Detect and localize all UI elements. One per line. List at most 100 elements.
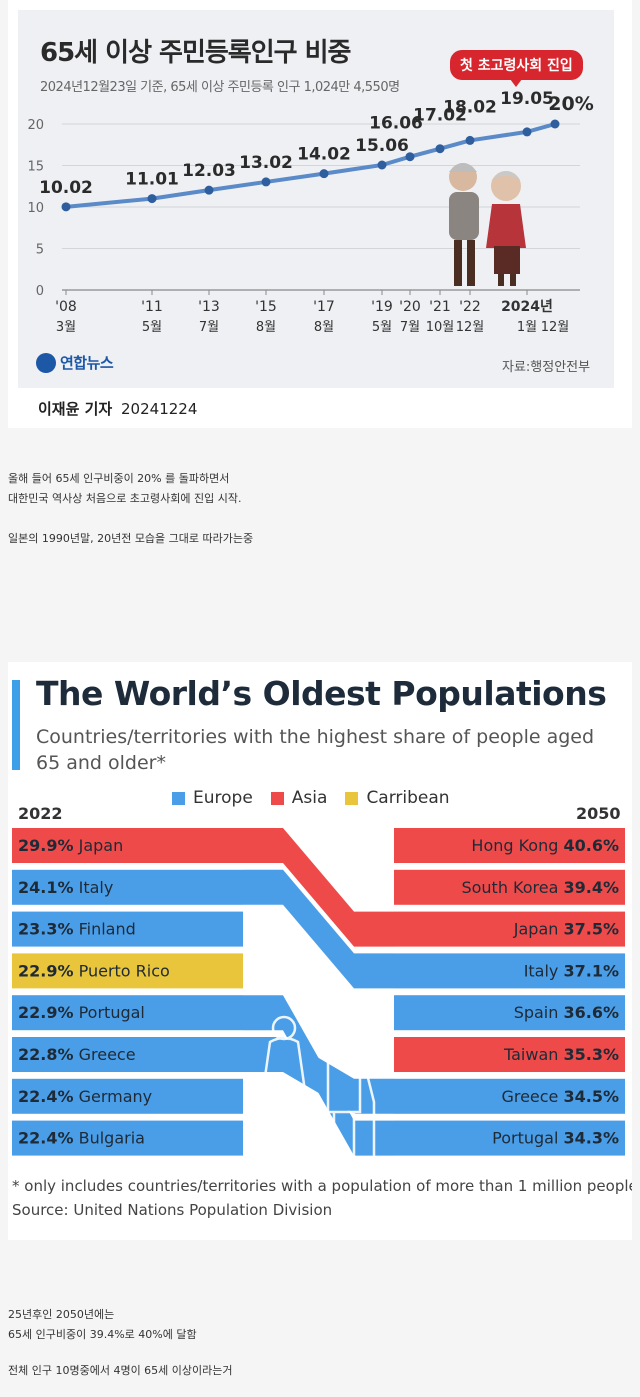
connector-ribbon — [243, 1037, 394, 1114]
left-row-bar — [12, 1120, 243, 1156]
right-row-bar — [394, 1078, 625, 1114]
x-tick-label-bottom: 10월 — [426, 320, 455, 335]
woman-body — [486, 204, 526, 248]
line-chart: 0 5 10 15 20 '08 3월 '11 5월 '13 7월 '15 8월 '17 8월 '19 5월 '2… — [27, 89, 593, 335]
left-row-bar — [12, 869, 243, 905]
year-left-label: 2022 — [18, 804, 63, 823]
paragraph-line — [8, 509, 253, 529]
right-row-label: Greece 34.5% — [501, 1087, 619, 1106]
right-row-label: Hong Kong 40.6% — [471, 836, 619, 855]
bump-chart: 29.9% Japan 24.1% Italy 23.3% Finland 22.9%… — [12, 828, 625, 1160]
connector-ribbon — [243, 869, 394, 989]
left-row-bar — [12, 995, 243, 1031]
milestone-badge: 첫 초고령사회 진입 — [450, 50, 583, 87]
chart-source: 자료:행정안전부 — [502, 360, 591, 375]
paragraph-1: 올해 들어 65세 인구비중이 20% 를 돌파하면서 대한민국 역사상 처음으… — [8, 469, 253, 549]
right-row-value: 40.6% — [563, 836, 619, 855]
paragraph-line: 25년후인 2050년에는 — [8, 1308, 115, 1321]
korea-aging-chart-card: 65세 이상 주민등록인구 비중 2024년12월23일 기준, 65세 이상 … — [8, 0, 632, 428]
left-row-value: 22.4% — [18, 1129, 74, 1148]
left-row-value: 24.1% — [18, 878, 74, 897]
paragraph-line: 전체 인구 10명중에서 4명이 65세 이상이라는거 — [8, 1364, 233, 1377]
paragraph-2: 25년후인 2050년에는 65세 인구비중이 39.4%로 40%에 달함 전… — [8, 1305, 233, 1381]
man-leg-right — [467, 240, 475, 286]
connector-ribbon — [243, 828, 394, 947]
legend-label: Carribean — [366, 788, 450, 808]
paragraph-line: 일본의 1990년말, 20년전 모습을 그대로 따라가는중 — [8, 532, 254, 545]
right-row-country: Portugal — [492, 1129, 563, 1148]
data-point — [435, 144, 445, 154]
left-row-country: Greece — [74, 1045, 136, 1064]
left-row-value: 23.3% — [18, 920, 74, 939]
data-label: 20% — [548, 93, 593, 115]
right-row-label: Taiwan 35.3% — [503, 1045, 619, 1064]
y-tick-label: 10 — [27, 201, 44, 216]
data-point — [147, 194, 157, 204]
right-row-value: 34.5% — [563, 1087, 619, 1106]
right-row-bar — [394, 953, 625, 989]
outline-man-head — [330, 1020, 358, 1048]
data-point — [550, 119, 560, 129]
reporter-name: 이재윤 기자 — [38, 400, 113, 418]
right-row-bar — [394, 995, 625, 1031]
left-row-value: 29.9% — [18, 836, 74, 855]
year-right-label: 2050 — [576, 804, 621, 823]
legend-swatch — [172, 791, 185, 805]
x-tick-label-bottom: 1월 — [517, 320, 537, 335]
data-label: 10.02 — [39, 178, 93, 198]
source-note: Source: United Nations Population Divisi… — [12, 1201, 333, 1219]
left-row-value: 22.9% — [18, 961, 74, 980]
elderly-outline-illustration — [260, 1015, 376, 1160]
left-row-value: 22.4% — [18, 1087, 74, 1106]
x-tick-label-bottom: 3월 — [56, 320, 76, 335]
x-tick-label-top: '20 — [399, 299, 421, 315]
woman-leg-right — [510, 274, 516, 286]
left-row-label: 22.9% Portugal — [18, 1003, 145, 1022]
left-row-label: 22.9% Puerto Rico — [18, 961, 170, 980]
right-row-value: 37.5% — [563, 920, 619, 939]
paragraph-line: 65세 인구비중이 39.4%로 40%에 달함 — [8, 1328, 197, 1341]
woman-leg-left — [498, 274, 504, 286]
right-row-value: 39.4% — [563, 878, 619, 897]
data-point — [61, 202, 71, 212]
outline-woman-body — [260, 1036, 308, 1100]
y-tick-label: 15 — [27, 160, 44, 175]
right-row-label: Spain 36.6% — [514, 1003, 619, 1022]
data-point — [204, 185, 214, 195]
right-row-country: South Korea — [461, 878, 563, 897]
data-label: 12.03 — [182, 161, 236, 181]
data-label: 13.02 — [239, 153, 293, 173]
y-tick-label: 5 — [36, 243, 44, 258]
paragraph-line: 대한민국 역사상 처음으로 초고령사회에 진입 시작. — [8, 492, 242, 505]
title-accent-bar — [12, 680, 20, 770]
woman-hair — [489, 171, 523, 184]
left-row-label: 29.9% Japan — [18, 836, 123, 855]
data-point — [405, 152, 415, 162]
chart-subtitle: Countries/territories with the highest s… — [36, 726, 595, 774]
x-tick-label-bottom: 12월 — [456, 320, 485, 335]
data-point — [261, 177, 271, 187]
right-row-label: South Korea 39.4% — [461, 878, 619, 897]
legend-item: Europe — [172, 788, 253, 808]
y-tick-label: 0 — [36, 284, 44, 299]
right-row-label: Italy 37.1% — [524, 961, 619, 980]
right-row-label: Japan 37.5% — [513, 920, 619, 939]
x-tick-label-top: '13 — [198, 299, 220, 315]
right-row-bar — [394, 828, 625, 863]
x-tick-label-top: 2024년 — [501, 299, 553, 315]
elderly-couple-illustration — [449, 163, 526, 286]
x-tick-label-top: '19 — [371, 299, 393, 315]
legend-swatch — [270, 791, 284, 805]
left-row-value: 22.8% — [18, 1045, 74, 1064]
right-row-bar — [394, 1120, 625, 1156]
chart-subtitle: 2024년12월23일 기준, 65세 이상 주민등록 인구 1,024만 4,… — [40, 80, 400, 95]
left-row-label: 24.1% Italy — [18, 878, 113, 897]
right-row-country: Japan — [513, 920, 564, 939]
x-tick-label-bottom: 7월 — [400, 320, 420, 335]
left-row-country: Germany — [74, 1087, 153, 1106]
left-row-bar — [12, 953, 243, 989]
man-body — [449, 192, 479, 240]
woman-skirt — [494, 246, 520, 274]
yonhap-logo-icon — [36, 352, 56, 373]
paragraph-line — [8, 1345, 233, 1361]
